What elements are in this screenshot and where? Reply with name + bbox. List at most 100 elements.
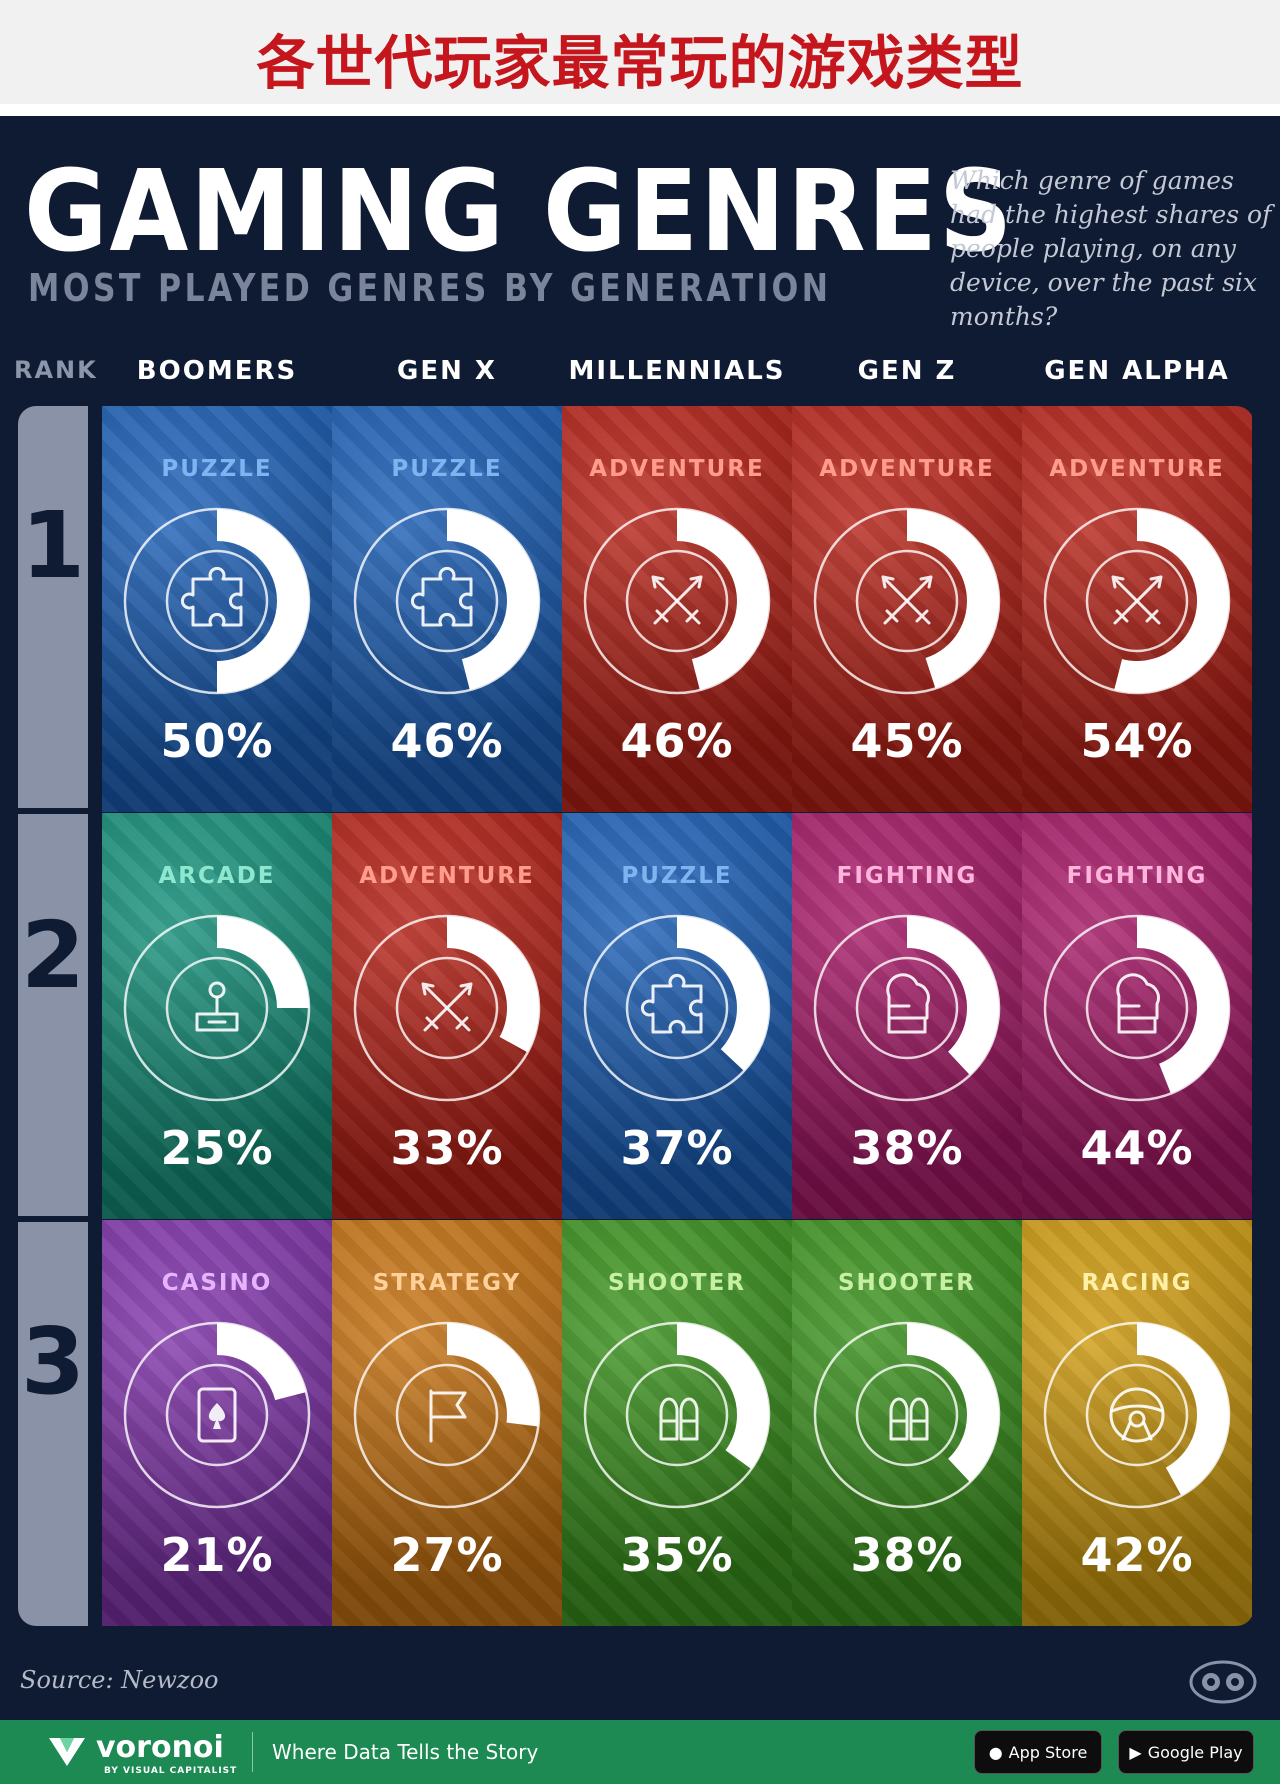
donut-value-arc [677, 1323, 770, 1470]
infographic: GAMING GENRES MOST PLAYED GENRES BY GENE… [0, 116, 1280, 1720]
donut-chart [1043, 1321, 1231, 1509]
donut-value-arc [447, 1323, 539, 1427]
donut-chart [583, 914, 771, 1102]
percent-label: 25% [160, 1121, 274, 1175]
percent-label: 46% [390, 714, 504, 768]
voronoi-logo-icon [49, 1738, 85, 1766]
banner-divider [0, 104, 1280, 116]
chinese-title-banner: 各世代玩家最常玩的游戏类型 [0, 0, 1280, 104]
generation-header: MILLENNIALS [568, 356, 786, 386]
genre-label: ADVENTURE [589, 456, 765, 482]
percent-label: 46% [620, 714, 734, 768]
donut-inner-ring [165, 1363, 269, 1467]
apple-icon: ● [988, 1742, 1003, 1762]
donut-inner-ring [855, 549, 959, 653]
brand-subtitle: BY VISUAL CAPITALIST [104, 1766, 238, 1776]
percent-label: 35% [620, 1528, 734, 1582]
genre-label: STRATEGY [372, 1270, 522, 1296]
puzzle-icon [410, 566, 473, 627]
percent-label: 33% [390, 1121, 504, 1175]
genre-cell: FIGHTING 38% [792, 813, 1022, 1219]
donut-inner-ring [1085, 549, 1189, 653]
play-icon: ▶ [1129, 1742, 1142, 1762]
swords-icon [881, 575, 933, 625]
app-store-button[interactable]: ● App Store [974, 1730, 1102, 1774]
genre-cell: ADVENTURE 33% [332, 813, 562, 1219]
bullets-icon [889, 1397, 929, 1441]
rank-number-1: 1 [20, 492, 85, 599]
percent-label: 37% [620, 1121, 734, 1175]
donut-chart [353, 507, 541, 695]
rank-divider [18, 1216, 88, 1222]
donut-value-arc [1137, 916, 1230, 1094]
percent-label: 38% [850, 1121, 964, 1175]
chart-question: Which genre of games had the highest sha… [950, 166, 1272, 331]
genre-cell: ADVENTURE 54% [1022, 406, 1252, 812]
rank-column-header: RANK [14, 356, 98, 384]
source-note: Source: Newzoo [20, 1666, 219, 1694]
genre-label: ADVENTURE [1049, 456, 1225, 482]
donut-value-arc [1114, 509, 1229, 693]
generation-header: GEN Z [857, 356, 957, 386]
tagline: Where Data Tells the Story [272, 1740, 539, 1764]
genre-cell: ARCADE 25% [102, 813, 332, 1219]
genre-cell: FIGHTING 44% [1022, 813, 1252, 1219]
genre-label: PUZZLE [621, 863, 733, 889]
genre-cell: PUZZLE 37% [562, 813, 792, 1219]
donut-inner-ring [395, 1363, 499, 1467]
percent-label: 50% [160, 714, 274, 768]
donut-value-arc [217, 916, 309, 1008]
donut-value-arc [677, 509, 770, 691]
genre-cell: RACING 42% [1022, 1220, 1252, 1626]
rank-bar [18, 406, 88, 1626]
donut-chart [583, 1321, 771, 1509]
donut-chart [583, 507, 771, 695]
donut-value-arc [907, 1323, 1000, 1483]
genre-cell: ADVENTURE 45% [792, 406, 1022, 812]
chart-subtitle: MOST PLAYED GENRES BY GENERATION [28, 266, 832, 310]
genre-label: PUZZLE [391, 456, 503, 482]
puzzle-icon [640, 973, 703, 1034]
genre-label: ADVENTURE [359, 863, 535, 889]
genre-label: SHOOTER [607, 1270, 747, 1296]
donut-inner-ring [165, 549, 269, 653]
genre-cell: CASINO 21% [102, 1220, 332, 1626]
donut-chart [123, 507, 311, 695]
google-play-button[interactable]: ▶ Google Play [1118, 1730, 1254, 1774]
genre-cell: PUZZLE 50% [102, 406, 332, 812]
donut-value-arc [907, 916, 1000, 1076]
donut-chart [1043, 914, 1231, 1102]
donut-value-arc [677, 916, 770, 1071]
rank-number-3: 3 [20, 1308, 85, 1415]
owl-logo-icon [1189, 1660, 1257, 1704]
percent-label: 42% [1080, 1528, 1194, 1582]
genre-label: PUZZLE [161, 456, 273, 482]
donut-chart [813, 1321, 1001, 1509]
genre-cell: ADVENTURE 46% [562, 406, 792, 812]
swords-icon [421, 982, 473, 1032]
genre-label: FIGHTING [836, 863, 978, 889]
google-play-label: Google Play [1147, 1742, 1243, 1762]
genre-label: FIGHTING [1066, 863, 1208, 889]
donut-chart [123, 1321, 311, 1509]
steering-wheel-icon [1109, 1387, 1165, 1443]
percent-label: 44% [1080, 1121, 1194, 1175]
percent-label: 21% [160, 1528, 274, 1582]
genre-label: RACING [1081, 1270, 1193, 1296]
genre-label: SHOOTER [837, 1270, 977, 1296]
generation-header: GEN ALPHA [1044, 356, 1230, 386]
genre-grid: PUZZLE 50% PUZZLE 46% ADVENTURE 46% ADVENTURE 4… [102, 406, 1254, 1626]
donut-value-arc [447, 916, 539, 1053]
puzzle-icon [180, 566, 243, 627]
playing-card-icon [197, 1387, 237, 1443]
donut-value-arc [447, 509, 540, 691]
boxing-glove-icon [886, 973, 930, 1034]
donut-chart [353, 1321, 541, 1509]
donut-value-arc [1137, 1323, 1229, 1496]
genre-cell: STRATEGY 27% [332, 1220, 562, 1626]
footer-separator [252, 1732, 253, 1772]
flag-icon [429, 1389, 467, 1443]
boxing-glove-icon [1116, 973, 1160, 1034]
joystick-icon [195, 981, 239, 1032]
genre-cell: PUZZLE 46% [332, 406, 562, 812]
